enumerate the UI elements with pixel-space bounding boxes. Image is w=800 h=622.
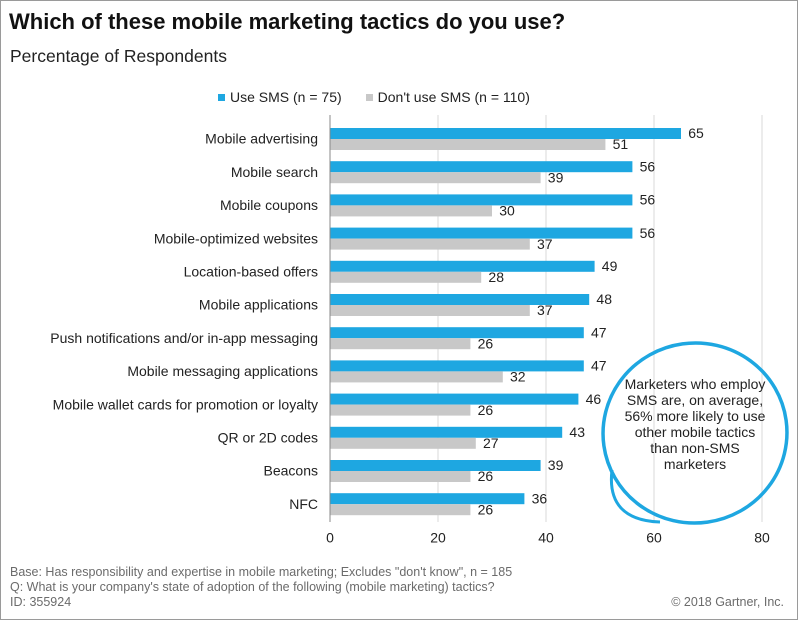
data-label-dont-use-sms: 37: [537, 302, 553, 318]
bar-dont-use-sms: [330, 305, 530, 316]
bar-use-sms: [330, 460, 541, 471]
data-label-dont-use-sms: 26: [478, 468, 494, 484]
legend-item-dont-use-sms: Don't use SMS (n = 110): [365, 89, 530, 105]
legend-label-dont-use-sms: Don't use SMS (n = 110): [377, 89, 530, 105]
category-label: QR or 2D codes: [218, 430, 318, 446]
footer-base: Base: Has responsibility and expertise i…: [10, 565, 513, 579]
legend-swatch-dont-use-sms: [365, 93, 373, 101]
bar-dont-use-sms: [330, 471, 471, 482]
category-label: Location-based offers: [184, 264, 318, 280]
data-label-dont-use-sms: 26: [478, 402, 494, 418]
callout-text: Marketers who employ SMS are, on average…: [624, 376, 766, 472]
bar-use-sms: [330, 393, 579, 405]
bar-use-sms: [330, 227, 633, 239]
callout-circle: [601, 341, 789, 525]
legend: Use SMS (n = 75) Don't use SMS (n = 110): [218, 89, 530, 105]
data-label-use-sms: 56: [640, 158, 656, 174]
bar-dont-use-sms: [330, 139, 606, 150]
callout-circle-tail: [609, 469, 661, 524]
data-label-dont-use-sms: 51: [613, 136, 629, 152]
x-tick-label: 0: [326, 530, 334, 546]
bar-dont-use-sms: [330, 338, 471, 350]
bar-use-sms: [330, 294, 590, 305]
data-label-dont-use-sms: 30: [499, 203, 515, 219]
bar-dont-use-sms: [330, 205, 492, 217]
bar-dont-use-sms: [330, 504, 471, 516]
bar-use-sms: [330, 426, 563, 438]
footer-question: Q: What is your company's state of adopt…: [10, 580, 495, 594]
bar-dont-use-sms: [330, 271, 482, 283]
data-label-use-sms: 36: [532, 490, 548, 506]
bar-use-sms: [330, 360, 584, 372]
bar-dont-use-sms: [330, 437, 476, 449]
data-label-use-sms: 46: [586, 391, 602, 407]
data-label-dont-use-sms: 37: [537, 236, 553, 252]
data-label-use-sms: 48: [596, 291, 612, 307]
legend-label-use-sms: Use SMS (n = 75): [230, 89, 342, 105]
bar-dont-use-sms: [330, 172, 541, 184]
category-label: Mobile search: [231, 164, 318, 180]
x-tick-label: 20: [430, 530, 446, 546]
x-tick-label: 60: [646, 530, 662, 546]
bar-use-sms: [330, 493, 525, 505]
bar-dont-use-sms: [330, 404, 471, 416]
category-label: Mobile coupons: [220, 197, 318, 213]
category-label: NFC: [289, 496, 318, 512]
category-label: Beacons: [264, 463, 318, 479]
x-tick-label: 40: [538, 530, 554, 546]
bar-use-sms: [330, 194, 633, 206]
category-label: Push notifications and/or in-app messagi…: [50, 330, 318, 346]
data-label-dont-use-sms: 26: [478, 335, 494, 351]
chart-title: Which of these mobile marketing tactics …: [9, 9, 566, 34]
legend-item-use-sms: Use SMS (n = 75): [218, 89, 342, 105]
category-label: Mobile advertising: [205, 131, 318, 147]
data-label-dont-use-sms: 26: [478, 501, 494, 517]
data-label-use-sms: 47: [591, 358, 607, 374]
data-label-dont-use-sms: 28: [488, 269, 504, 285]
data-label-use-sms: 43: [569, 424, 585, 440]
data-label-use-sms: 65: [688, 125, 704, 141]
chart-subtitle: Percentage of Respondents: [10, 46, 227, 66]
bar-dont-use-sms: [330, 371, 503, 383]
data-label-dont-use-sms: 27: [483, 435, 499, 451]
data-label-dont-use-sms: 32: [510, 369, 526, 385]
data-label-use-sms: 56: [640, 192, 656, 208]
category-label: Mobile-optimized websites: [154, 230, 318, 246]
category-label: Mobile messaging applications: [127, 363, 318, 379]
bar-use-sms: [330, 161, 633, 173]
bar-use-sms: [330, 327, 584, 339]
bar-dont-use-sms: [330, 238, 530, 250]
footer-id: ID: 355924: [10, 595, 72, 609]
category-label: Mobile applications: [199, 297, 318, 313]
footer-copyright: © 2018 Gartner, Inc.: [671, 595, 784, 609]
data-label-dont-use-sms: 39: [548, 169, 564, 185]
data-label-use-sms: 56: [640, 225, 656, 241]
data-label-use-sms: 47: [591, 324, 607, 340]
bar-use-sms: [330, 128, 681, 139]
category-label: Mobile wallet cards for promotion or loy…: [53, 396, 318, 412]
data-label-use-sms: 49: [602, 258, 618, 274]
legend-swatch-use-sms: [218, 93, 225, 101]
data-label-use-sms: 39: [548, 457, 564, 473]
bar-use-sms: [330, 260, 595, 272]
x-tick-label: 80: [754, 530, 770, 546]
